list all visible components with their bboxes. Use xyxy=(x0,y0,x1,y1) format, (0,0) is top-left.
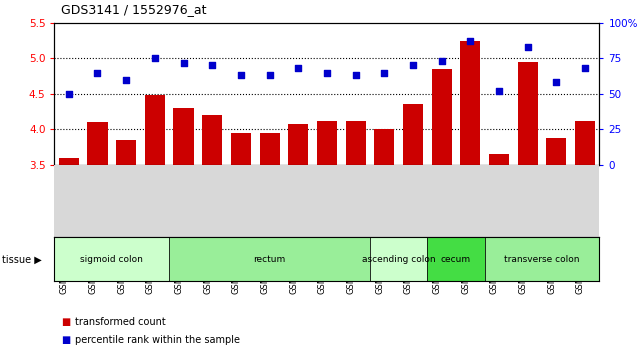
Bar xyxy=(431,69,452,165)
Bar xyxy=(489,154,509,165)
Point xyxy=(121,77,131,82)
Bar xyxy=(87,122,108,165)
Text: GDS3141 / 1552976_at: GDS3141 / 1552976_at xyxy=(61,3,206,16)
Text: ascending colon: ascending colon xyxy=(362,255,435,264)
Point xyxy=(63,91,74,97)
Bar xyxy=(288,124,308,165)
Text: tissue ▶: tissue ▶ xyxy=(2,254,42,264)
Point xyxy=(150,56,160,61)
Text: ■: ■ xyxy=(61,335,70,345)
Text: rectum: rectum xyxy=(253,255,286,264)
Point xyxy=(265,73,275,78)
Bar xyxy=(428,237,485,281)
Point xyxy=(465,39,476,44)
Point xyxy=(437,58,447,64)
Point xyxy=(322,70,332,75)
Bar xyxy=(345,121,365,165)
Bar xyxy=(518,62,538,165)
Text: transformed count: transformed count xyxy=(75,317,166,327)
Bar xyxy=(145,95,165,165)
Point xyxy=(580,65,590,71)
Text: ■: ■ xyxy=(61,317,70,327)
Bar xyxy=(260,133,279,165)
Bar xyxy=(231,133,251,165)
Bar xyxy=(54,237,169,281)
Point xyxy=(494,88,504,94)
Point xyxy=(178,60,188,65)
Bar xyxy=(59,158,79,165)
Bar xyxy=(169,237,370,281)
Bar xyxy=(174,108,194,165)
Bar xyxy=(317,121,337,165)
Bar xyxy=(460,41,480,165)
Bar xyxy=(546,138,567,165)
Point xyxy=(551,80,562,85)
Bar xyxy=(202,115,222,165)
Point xyxy=(408,63,418,68)
Point xyxy=(379,70,389,75)
Bar xyxy=(403,104,423,165)
Bar xyxy=(374,129,394,165)
Point xyxy=(522,44,533,50)
Text: percentile rank within the sample: percentile rank within the sample xyxy=(75,335,240,345)
Point xyxy=(351,73,361,78)
Point xyxy=(92,70,103,75)
Bar xyxy=(116,140,137,165)
Point xyxy=(207,63,217,68)
Text: transverse colon: transverse colon xyxy=(504,255,579,264)
Point xyxy=(293,65,303,71)
Text: sigmoid colon: sigmoid colon xyxy=(80,255,144,264)
Bar xyxy=(370,237,428,281)
Bar xyxy=(485,237,599,281)
Point xyxy=(236,73,246,78)
Bar xyxy=(575,121,595,165)
Text: cecum: cecum xyxy=(441,255,471,264)
